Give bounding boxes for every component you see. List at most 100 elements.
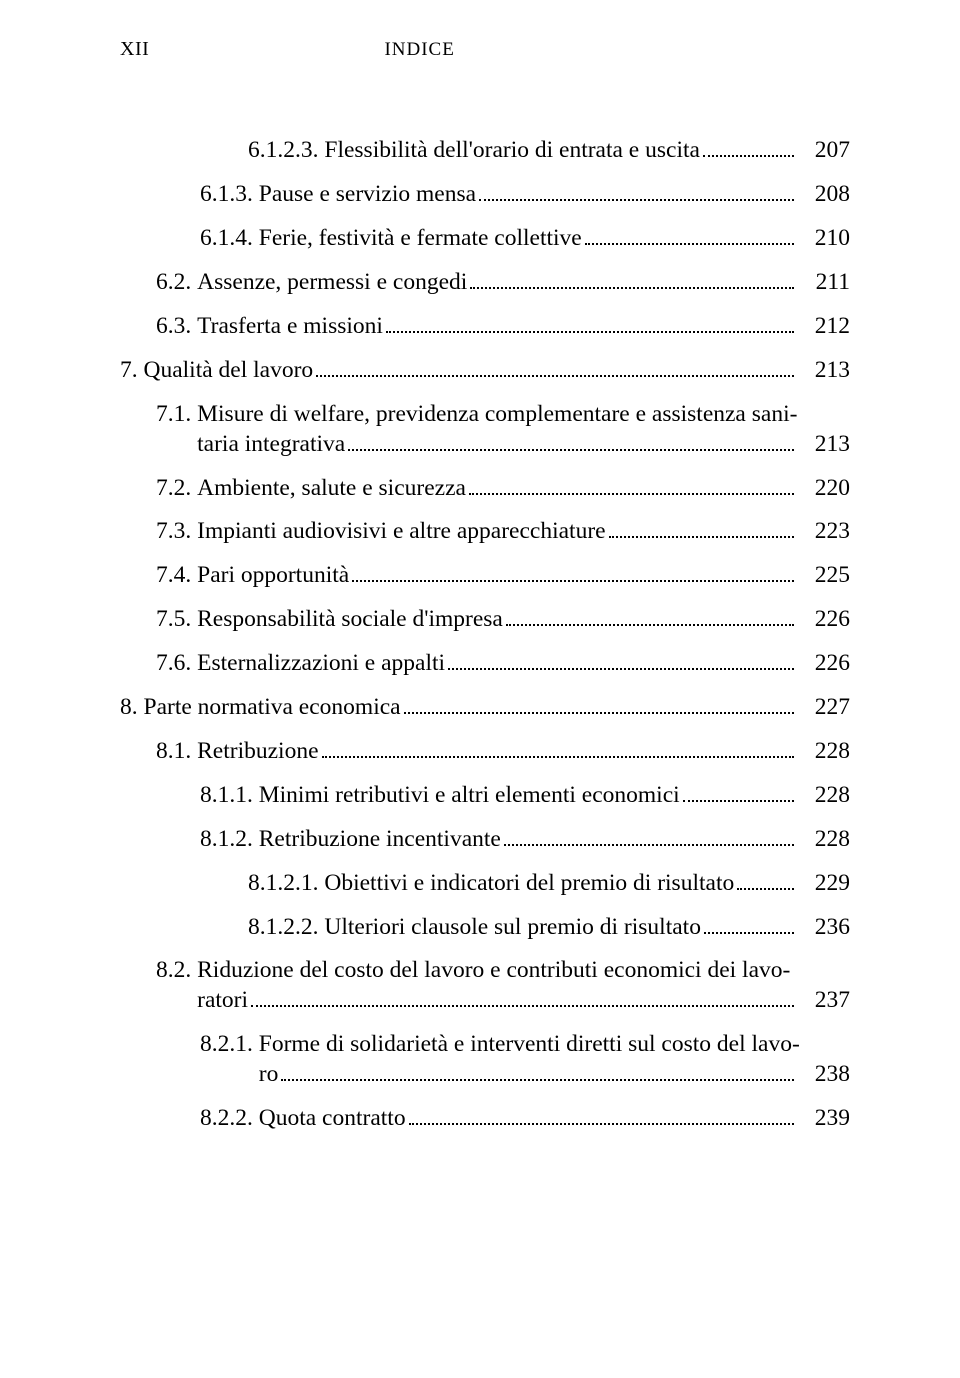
toc-entry: 8. Parte normativa economica 227	[120, 696, 850, 720]
toc-entry-title: Misure di welfare, previdenza complement…	[197, 403, 797, 427]
dot-leader	[479, 183, 794, 201]
toc-entry-number: 6.1.3.	[200, 183, 259, 207]
toc-entry-page: 226	[798, 652, 850, 676]
toc-entry-page: 211	[798, 271, 850, 295]
toc-entry-body: Retribuzione 228	[197, 740, 850, 764]
toc-entry-title: Responsabilità sociale d'impresa	[197, 608, 503, 632]
toc-entry-page: 237	[798, 989, 850, 1013]
toc-entry: 6.2. Assenze, permessi e congedi211	[120, 271, 850, 295]
toc-entry-body: Esternalizzazioni e appalti 226	[197, 652, 850, 676]
toc-entry-body: Retribuzione incentivante228	[259, 828, 850, 852]
toc-entry-page: 226	[798, 608, 850, 632]
toc-entry: 8.1. Retribuzione 228	[120, 740, 850, 764]
toc-entry-title: Qualità del lavoro	[144, 359, 314, 383]
toc-entry-page: 227	[798, 696, 850, 720]
toc-entry-page: 225	[798, 564, 850, 588]
toc-entry-title: Obiettivi e indicatori del premio di ris…	[324, 872, 734, 896]
dot-leader	[322, 740, 794, 758]
toc-entry-body: Ferie, festività e fermate collettive 210	[259, 227, 850, 251]
page: XII INDICE 6.1.2.3. Flessibilità dell'or…	[0, 0, 960, 1378]
toc-entry-body: Ambiente, salute e sicurezza 220	[197, 476, 850, 500]
dot-leader	[409, 1106, 794, 1124]
toc-entry-title: Parte normativa economica	[144, 696, 401, 720]
toc-entry-body: Quota contratto239	[259, 1106, 850, 1130]
toc-entry-title: Ferie, festività e fermate collettive	[259, 227, 582, 251]
toc-entry-title: Assenze, permessi e congedi	[197, 271, 467, 295]
toc-entry-number: 7.2.	[156, 477, 197, 501]
toc-entry-page: 210	[798, 227, 850, 251]
toc-entry: 6.1.2.3. Flessibilità dell'orario di ent…	[120, 139, 850, 163]
toc-entry-title: Trasferta e missioni	[197, 315, 383, 339]
toc-entry-page: 228	[798, 784, 850, 808]
toc-entry-number: 7.6.	[156, 652, 197, 676]
dot-leader	[404, 696, 794, 714]
toc-entry-body: Obiettivi e indicatori del premio di ris…	[324, 872, 850, 896]
toc-entry-page: 229	[798, 872, 850, 896]
dot-leader	[683, 784, 794, 802]
toc-entry-title: Esternalizzazioni e appalti	[197, 652, 445, 676]
toc-entry-body: Minimi retributivi e altri elementi econ…	[259, 784, 850, 808]
toc-entry: 7.2. Ambiente, salute e sicurezza 220	[120, 476, 850, 500]
toc-entry-number: 8.1.2.2.	[248, 916, 324, 940]
dot-leader	[609, 520, 794, 538]
dot-leader	[704, 915, 794, 933]
running-header: XII INDICE	[120, 38, 850, 61]
toc-entry-page: 208	[798, 183, 850, 207]
toc-entry-number: 8.2.1.	[200, 1033, 259, 1057]
dot-leader	[737, 872, 794, 890]
page-numeral: XII	[120, 38, 149, 61]
toc-entry-number: 7.3.	[156, 520, 197, 544]
toc-entry-page: 228	[798, 740, 850, 764]
toc-entry-title: Riduzione del costo del lavoro e contrib…	[197, 959, 790, 983]
toc-entry-page: 236	[798, 916, 850, 940]
toc-entry-page: 238	[798, 1063, 850, 1087]
toc-entry-page: 213	[798, 359, 850, 383]
toc-entry-body: Pari opportunità225	[197, 564, 850, 588]
toc-entry-number: 8.1.2.1.	[248, 872, 324, 896]
dot-leader	[469, 476, 794, 494]
toc-entry: 7.1. Misure di welfare, previdenza compl…	[120, 403, 850, 456]
toc-entry-body: Responsabilità sociale d'impresa 226	[197, 608, 850, 632]
toc-entry-number: 6.3.	[156, 315, 197, 339]
toc-entry-body: Forme di solidarietà e interventi dirett…	[259, 1033, 850, 1086]
toc-entry-number: 8.1.1.	[200, 784, 259, 808]
toc-entry: 8.1.2. Retribuzione incentivante228	[120, 828, 850, 852]
toc-entry-number: 7.4.	[156, 564, 197, 588]
dot-leader	[506, 608, 794, 626]
toc-entry-page: 220	[798, 477, 850, 501]
toc-entry-number: 8.	[120, 696, 144, 720]
dot-leader	[316, 359, 794, 377]
dot-leader	[448, 652, 794, 670]
toc-entry-page: 228	[798, 828, 850, 852]
toc-entry-number: 7.	[120, 359, 144, 383]
toc-entry-title: Ambiente, salute e sicurezza	[197, 477, 466, 501]
toc-entry-number: 8.1.	[156, 740, 197, 764]
dot-leader	[348, 432, 794, 450]
toc-entry-body: Riduzione del costo del lavoro e contrib…	[197, 959, 850, 1012]
dot-leader	[504, 828, 794, 846]
toc-entry: 8.1.2.1. Obiettivi e indicatori del prem…	[120, 872, 850, 896]
toc-entry-body: Ulteriori clausole sul premio di risulta…	[324, 915, 850, 939]
dot-leader	[585, 227, 794, 245]
toc-entry-body: Flessibilità dell'orario di entrata e us…	[324, 139, 850, 163]
toc-entry: 7.6. Esternalizzazioni e appalti 226	[120, 652, 850, 676]
toc-entry: 8.1.1. Minimi retributivi e altri elemen…	[120, 784, 850, 808]
toc-entry-title: ro	[259, 1063, 279, 1087]
toc-entry-body: Trasferta e missioni 212	[197, 315, 850, 339]
toc-entry-page: 212	[798, 315, 850, 339]
dot-leader	[470, 271, 794, 289]
toc-entry-title: Pause e servizio mensa	[259, 183, 476, 207]
toc-entry: 7.5. Responsabilità sociale d'impresa226	[120, 608, 850, 632]
toc-entry-title: ratori	[197, 989, 248, 1013]
dot-leader	[352, 564, 794, 582]
toc-entry-body: Misure di welfare, previdenza complement…	[197, 403, 850, 456]
toc-entry-body: Assenze, permessi e congedi 211	[197, 271, 850, 295]
toc-entry-page: 239	[798, 1107, 850, 1131]
toc-entry: 6.1.3. Pause e servizio mensa 208	[120, 183, 850, 207]
toc-entry-body: Parte normativa economica 227	[144, 696, 851, 720]
toc-entry-title: Retribuzione	[197, 740, 318, 764]
toc-entry: 8.2. Riduzione del costo del lavoro e co…	[120, 959, 850, 1012]
toc-entry-number: 8.2.2.	[200, 1107, 259, 1131]
toc-entry-title: Minimi retributivi e altri elementi econ…	[259, 784, 680, 808]
dot-leader	[703, 139, 794, 157]
